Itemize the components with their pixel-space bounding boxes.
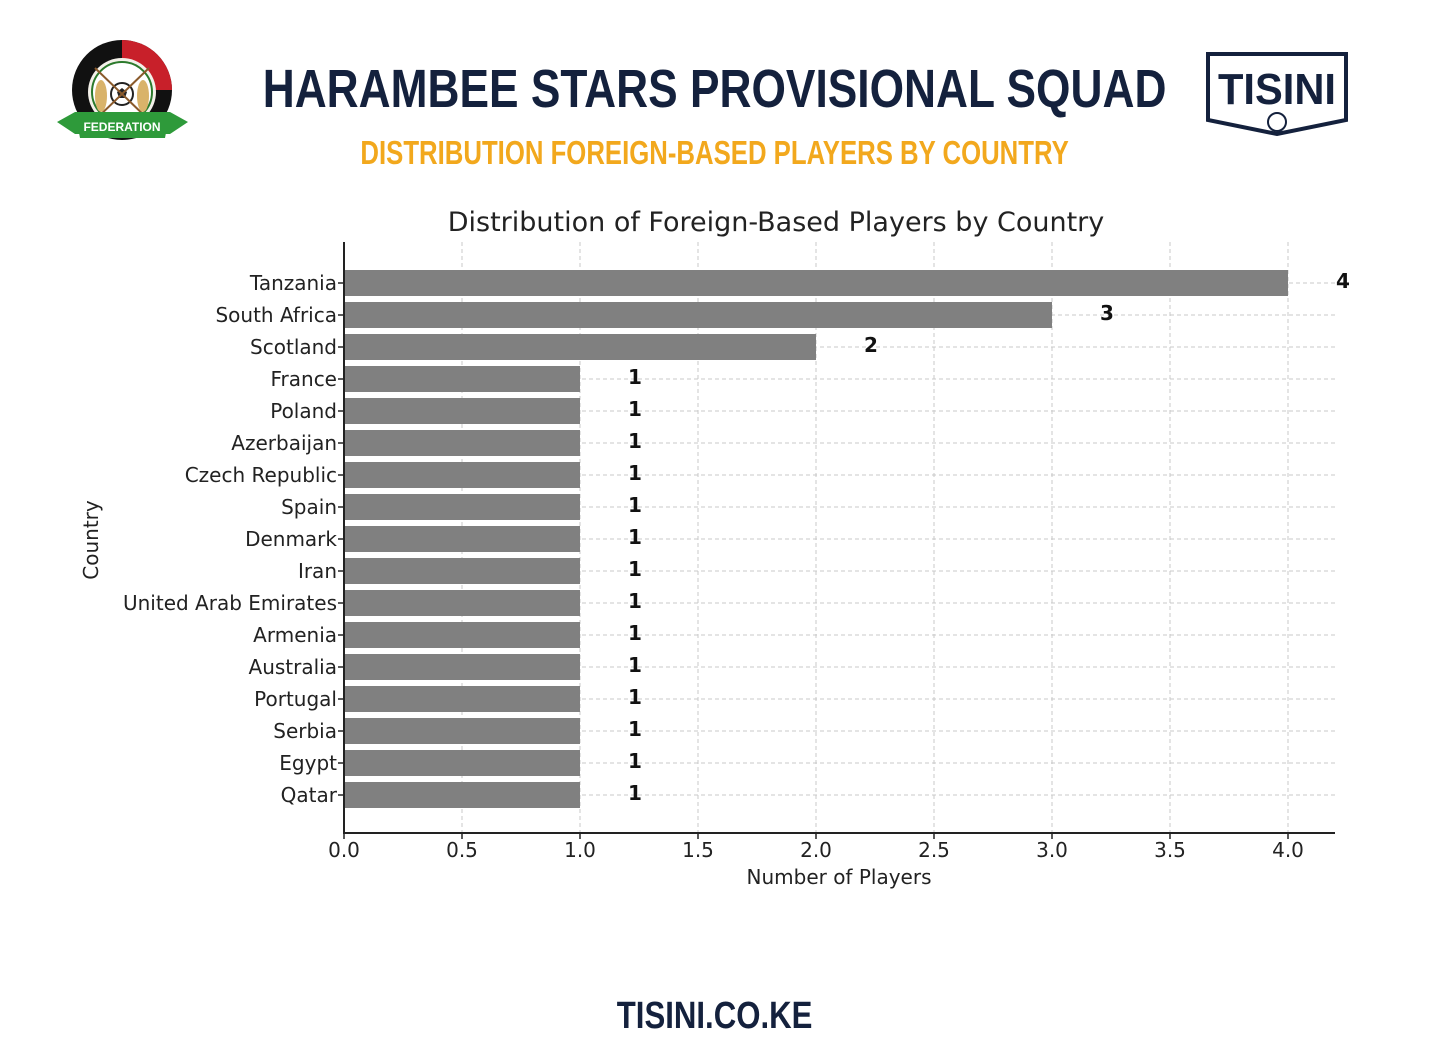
page-title: HARAMBEE STARS PROVISIONAL SQUAD — [262, 59, 1167, 119]
y-tick-label: United Arab Emirates — [123, 591, 337, 615]
bar — [344, 398, 580, 424]
y-tick-label: Spain — [281, 495, 337, 519]
data-label: 2 — [864, 333, 878, 357]
data-label: 1 — [628, 525, 642, 549]
bar — [344, 302, 1052, 328]
bar — [344, 270, 1288, 296]
bar — [344, 654, 580, 680]
data-label: 1 — [628, 365, 642, 389]
bar — [344, 750, 580, 776]
bar — [344, 462, 580, 488]
data-label: 1 — [628, 685, 642, 709]
bar — [344, 526, 580, 552]
y-tick-label: Portugal — [254, 687, 337, 711]
x-tick-label: 1.0 — [564, 838, 596, 862]
y-tick-label: Egypt — [279, 751, 337, 775]
data-label: 3 — [1100, 301, 1114, 325]
y-tick-label: Denmark — [245, 527, 337, 551]
footer-url: TISINI.CO.KE — [616, 995, 813, 1037]
data-label: 1 — [628, 493, 642, 517]
x-tick-label: 0.0 — [328, 838, 360, 862]
tisini-logo-icon: TISINI — [1206, 52, 1348, 136]
y-tick-label: Azerbaijan — [231, 431, 337, 455]
tisini-logo-text: TISINI — [1218, 65, 1336, 114]
y-tick-label: South Africa — [215, 303, 337, 327]
y-tick-label: Armenia — [253, 623, 337, 647]
bar — [344, 782, 580, 808]
y-tick-label: Serbia — [273, 719, 337, 743]
page-subtitle: DISTRIBUTION FOREIGN-BASED PLAYERS BY CO… — [360, 134, 1069, 171]
bar — [344, 718, 580, 744]
chart-title: Distribution of Foreign-Based Players by… — [448, 207, 1105, 238]
tick-and-data-labels: 0.0 0.5 1.0 1.5 2.0 2.5 3.0 3.5 4.0 Tanzania 4 Sout… — [123, 269, 1350, 862]
data-label: 1 — [628, 589, 642, 613]
fkf-crest-icon: FEDERATION — [57, 40, 188, 140]
bar — [344, 590, 580, 616]
bar — [344, 334, 816, 360]
y-tick-label: Australia — [249, 655, 337, 679]
data-label: 1 — [628, 749, 642, 773]
data-label: 1 — [628, 717, 642, 741]
bar — [344, 494, 580, 520]
bar — [344, 430, 580, 456]
data-label: 1 — [628, 461, 642, 485]
bar — [344, 622, 580, 648]
x-tick-label: 3.0 — [1036, 838, 1068, 862]
y-tick-label: Scotland — [250, 335, 337, 359]
fkf-banner-text: FEDERATION — [83, 120, 160, 134]
bar — [344, 686, 580, 712]
bar-series — [344, 270, 1288, 808]
x-tick-label: 4.0 — [1272, 838, 1304, 862]
x-axis-label: Number of Players — [747, 865, 932, 889]
y-tick-label: Tanzania — [249, 271, 337, 295]
y-tick-label: Iran — [298, 559, 337, 583]
bar — [344, 558, 580, 584]
x-tick-label: 1.5 — [682, 838, 714, 862]
x-tick-label: 2.0 — [800, 838, 832, 862]
y-tick-label: Czech Republic — [185, 463, 337, 487]
data-label: 1 — [628, 621, 642, 645]
data-label: 1 — [628, 429, 642, 453]
data-label: 1 — [628, 397, 642, 421]
data-label: 1 — [628, 653, 642, 677]
x-tick-label: 3.5 — [1154, 838, 1186, 862]
x-tick-label: 0.5 — [446, 838, 478, 862]
bar — [344, 366, 580, 392]
y-tick-label: France — [270, 367, 337, 391]
data-label: 1 — [628, 781, 642, 805]
y-axis-label: Country — [79, 500, 103, 580]
y-tick-label: Qatar — [281, 783, 338, 807]
y-tick-label: Poland — [270, 399, 337, 423]
data-label: 1 — [628, 557, 642, 581]
x-tick-label: 2.5 — [918, 838, 950, 862]
data-label: 4 — [1336, 269, 1350, 293]
